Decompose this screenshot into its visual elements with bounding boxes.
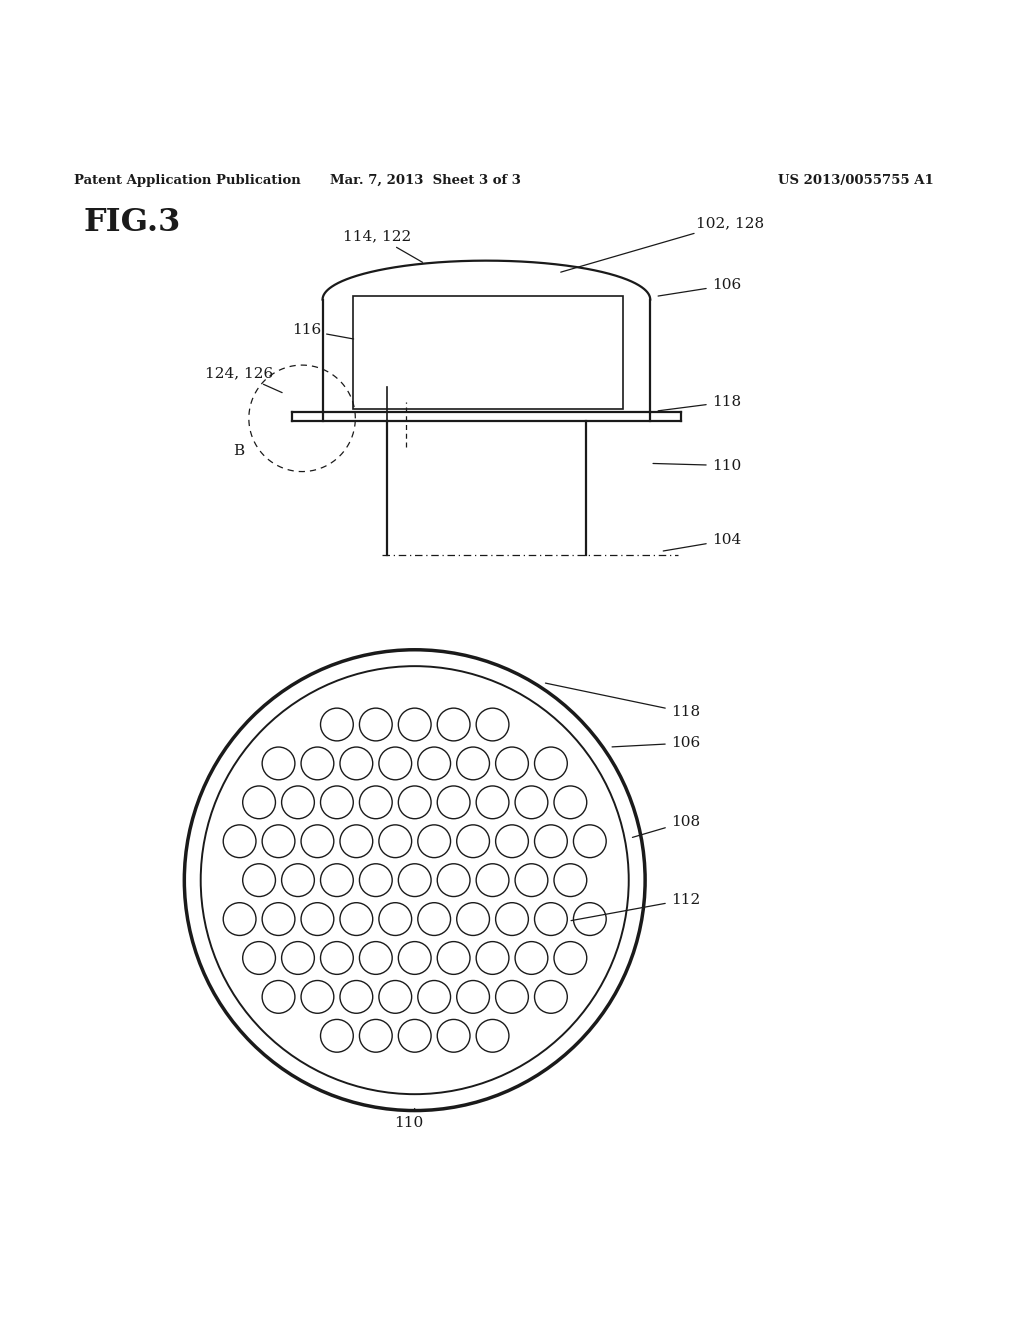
Text: Patent Application Publication: Patent Application Publication xyxy=(74,174,300,186)
Text: 114, 122: 114, 122 xyxy=(343,230,423,263)
Text: Mar. 7, 2013  Sheet 3 of 3: Mar. 7, 2013 Sheet 3 of 3 xyxy=(330,174,520,186)
Bar xyxy=(353,297,623,409)
Text: 118: 118 xyxy=(658,395,740,411)
Text: 106: 106 xyxy=(658,279,741,296)
Text: 104: 104 xyxy=(664,533,741,550)
Text: B: B xyxy=(233,445,245,458)
Text: 116: 116 xyxy=(292,323,353,339)
Text: 124, 126: 124, 126 xyxy=(205,367,283,392)
Text: US 2013/0055755 A1: US 2013/0055755 A1 xyxy=(778,174,934,186)
Text: 110: 110 xyxy=(394,1109,424,1130)
Text: 102, 128: 102, 128 xyxy=(561,216,765,272)
Text: FIG.3: FIG.3 xyxy=(84,207,181,239)
Text: 110: 110 xyxy=(653,458,741,473)
Text: 112: 112 xyxy=(571,892,700,920)
Text: 118: 118 xyxy=(546,682,699,719)
Text: 106: 106 xyxy=(612,737,700,750)
Text: 108: 108 xyxy=(633,814,699,837)
